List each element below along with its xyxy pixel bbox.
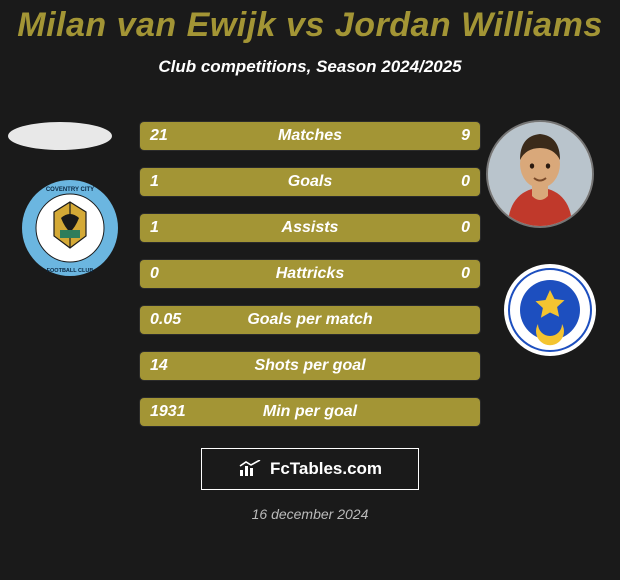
coventry-crest-icon: COVENTRY CITY FOOTBALL CLUB	[20, 178, 120, 278]
stat-label: Hattricks	[140, 265, 480, 283]
stat-right-value: 0	[461, 265, 470, 283]
svg-text:FOOTBALL CLUB: FOOTBALL CLUB	[47, 268, 94, 274]
player-left-avatar-placeholder	[8, 122, 112, 150]
stat-row-goals: 1Goals0	[140, 168, 480, 196]
stat-label: Matches	[140, 127, 480, 145]
stat-label: Assists	[140, 219, 480, 237]
portsmouth-crest-icon	[500, 260, 600, 360]
stat-label: Goals per match	[140, 311, 480, 329]
site-logo-text: FcTables.com	[270, 459, 382, 479]
stat-row-goals-per-match: 0.05Goals per match	[140, 306, 480, 334]
stat-right-value: 0	[461, 173, 470, 191]
stat-row-min-per-goal: 1931Min per goal	[140, 398, 480, 426]
stat-row-assists: 1Assists0	[140, 214, 480, 242]
club-right-crest	[500, 260, 600, 360]
stat-right-value: 0	[461, 219, 470, 237]
stat-label: Min per goal	[140, 403, 480, 421]
avatar-icon	[488, 122, 592, 226]
vs-separator: vs	[276, 6, 335, 44]
generated-date: 16 december 2024	[0, 506, 620, 522]
club-left-crest: COVENTRY CITY FOOTBALL CLUB	[20, 178, 120, 278]
site-logo-box: FcTables.com	[0, 448, 620, 490]
player-right-avatar	[488, 122, 592, 226]
stat-row-shots-per-goal: 14Shots per goal	[140, 352, 480, 380]
chart-icon	[238, 460, 262, 478]
stat-label: Goals	[140, 173, 480, 191]
comparison-bars: 21Matches91Goals01Assists00Hattricks00.0…	[140, 122, 480, 444]
stat-row-hattricks: 0Hattricks0	[140, 260, 480, 288]
stat-label: Shots per goal	[140, 357, 480, 375]
player-left-name: Milan van Ewijk	[17, 6, 276, 44]
comparison-title: Milan van Ewijk vs Jordan Williams	[0, 0, 620, 45]
svg-text:COVENTRY CITY: COVENTRY CITY	[46, 187, 94, 193]
stat-row-matches: 21Matches9	[140, 122, 480, 150]
comparison-subtitle: Club competitions, Season 2024/2025	[0, 57, 620, 77]
site-logo[interactable]: FcTables.com	[201, 448, 419, 490]
player-right-name: Jordan Williams	[335, 6, 603, 44]
stat-right-value: 9	[461, 127, 470, 145]
